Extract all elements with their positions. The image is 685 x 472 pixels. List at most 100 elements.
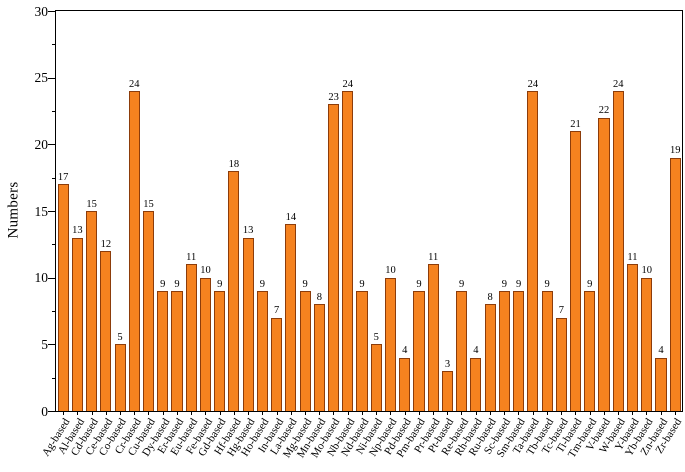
y-tick-label: 5 <box>41 336 48 352</box>
bar-value-label: 4 <box>473 345 479 357</box>
x-axis-tick <box>347 411 349 415</box>
bar-value-label: 18 <box>228 158 240 170</box>
x-axis-tick <box>646 411 648 415</box>
bar-slot: 18 <box>227 11 241 411</box>
bar-la-based: 14 <box>285 212 297 411</box>
y-axis-major-tick <box>48 411 56 412</box>
bar-slot: 9 <box>512 11 526 411</box>
bar-pt-based: 3 <box>441 359 453 411</box>
x-axis-tick <box>205 411 207 415</box>
bar-value-label: 5 <box>117 331 123 343</box>
bar-cu-based: 15 <box>142 199 155 411</box>
bar-value-label: 3 <box>444 358 451 370</box>
y-axis-minor-tick <box>51 377 56 379</box>
bar-slot: 15 <box>141 11 155 411</box>
bar-tc-based: 7 <box>555 306 567 411</box>
x-axis-tick <box>561 411 563 415</box>
bar-slot: 9 <box>156 11 170 411</box>
bar-pd-based: 4 <box>399 346 411 411</box>
y-tick-label: 30 <box>34 3 49 19</box>
bar-tm-based: 9 <box>584 279 596 411</box>
bar-value-label: 7 <box>274 305 280 317</box>
x-axis-tick <box>475 411 477 415</box>
bar-value-label: 17 <box>57 171 69 183</box>
bar-zr-based: 19 <box>669 146 681 411</box>
bar-value-label: 9 <box>359 278 365 290</box>
bar-slot: 9 <box>213 11 227 411</box>
x-axis-tick <box>219 411 221 415</box>
bar-value-label: 13 <box>72 225 83 237</box>
bar-value-label: 8 <box>316 291 322 303</box>
bar-value-label: 11 <box>627 251 638 263</box>
bar-tb-based: 9 <box>541 279 553 411</box>
x-axis-tick <box>63 411 65 415</box>
bar-slot: 12 <box>99 11 113 411</box>
bar-value-label: 10 <box>385 265 396 277</box>
bar-mo-based: 23 <box>328 92 340 411</box>
bar-hg-based: 13 <box>242 226 254 411</box>
bar-value-label: 12 <box>100 238 112 250</box>
y-tick-label: 25 <box>34 70 49 86</box>
bar-slot: 3 <box>440 11 454 411</box>
bar-slot: 4 <box>469 11 483 411</box>
bar-value-label: 23 <box>328 91 339 103</box>
bar-value-label: 9 <box>501 278 507 290</box>
x-axis-tick <box>319 411 321 415</box>
bar-slot: 10 <box>640 11 654 411</box>
bar-slot: 9 <box>455 11 469 411</box>
bar-slot: 23 <box>326 11 340 411</box>
bar-slot: 24 <box>526 11 540 411</box>
x-axis-tick <box>589 411 591 415</box>
bar-value-label: 9 <box>544 278 550 290</box>
bar-zn-based: 4 <box>655 346 667 411</box>
bar-value-label: 24 <box>129 78 140 90</box>
bar-value-label: 7 <box>558 305 564 317</box>
bar-slot: 11 <box>426 11 440 411</box>
x-axis-tick <box>461 411 463 415</box>
bar-slot: 15 <box>84 11 98 411</box>
x-axis-tick <box>262 411 264 415</box>
x-axis-tick <box>433 411 435 415</box>
bar-ho-based: 9 <box>256 279 268 411</box>
bar-nb-based: 24 <box>342 79 354 411</box>
x-axis-tick <box>532 411 534 415</box>
x-axis-tick <box>489 411 491 415</box>
bar-value-label: 24 <box>342 78 354 90</box>
bar-value-label: 15 <box>143 198 154 210</box>
bar-value-label: 9 <box>160 278 166 290</box>
bar-value-label: 9 <box>416 278 422 290</box>
bar-value-label: 19 <box>669 145 681 157</box>
bar-slot: 10 <box>198 11 212 411</box>
x-axis-tick <box>176 411 178 415</box>
x-axis-tick <box>632 411 634 415</box>
bar-slot: 22 <box>597 11 611 411</box>
y-tick-label: 0 <box>41 403 48 419</box>
bar-cr-based: 24 <box>128 79 140 411</box>
bar-value-label: 13 <box>242 225 254 237</box>
x-axis-tick <box>304 411 306 415</box>
bar-slot: 4 <box>398 11 412 411</box>
x-axis-tick <box>575 411 577 415</box>
bar-slot: 24 <box>341 11 355 411</box>
plot-area: 0 5 10 15 20 25 30 Ag-based Al-based Cd-based Ce-b… <box>35 4 685 460</box>
x-axis-tick <box>418 411 420 415</box>
x-axis-tick <box>617 411 619 415</box>
x-axis-tick <box>77 411 79 415</box>
bar-slot: 13 <box>241 11 255 411</box>
bar-mn-based: 8 <box>313 292 325 411</box>
y-tick-label: 15 <box>34 203 49 219</box>
bar-value-label: 14 <box>285 211 297 223</box>
bar-slot: 10 <box>383 11 397 411</box>
bar-slot: 19 <box>668 11 682 411</box>
y-axis-major-tick <box>48 211 56 212</box>
x-axis-tick <box>290 411 292 415</box>
bar-y-based: 11 <box>626 252 639 411</box>
bar-sc-based: 9 <box>498 279 510 411</box>
bar-value-label: 5 <box>373 331 379 343</box>
y-axis-major-tick <box>48 277 56 279</box>
bar-re-based: 9 <box>456 279 468 411</box>
bar-value-label: 10 <box>641 265 652 277</box>
bar-slot: 14 <box>284 11 298 411</box>
bar-in-based: 7 <box>271 306 283 411</box>
bar-slot: 9 <box>583 11 597 411</box>
